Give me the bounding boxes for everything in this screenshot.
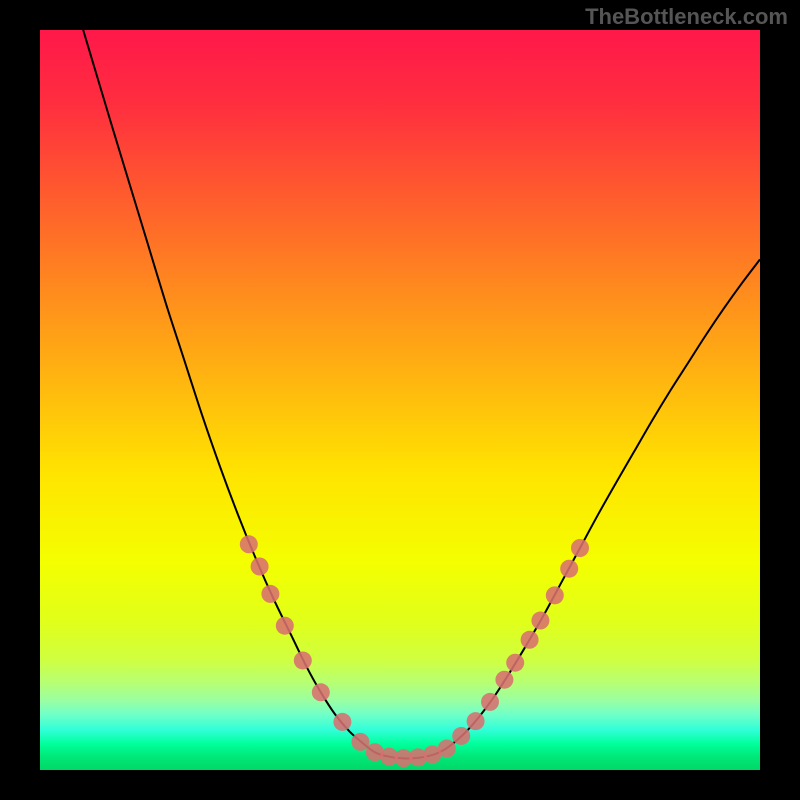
data-marker — [467, 712, 485, 730]
data-marker — [531, 612, 549, 630]
watermark-text: TheBottleneck.com — [585, 4, 788, 30]
data-marker — [261, 585, 279, 603]
data-marker — [240, 535, 258, 553]
data-marker — [251, 558, 269, 576]
data-marker — [438, 740, 456, 758]
data-marker — [276, 617, 294, 635]
data-marker — [333, 713, 351, 731]
chart-svg — [40, 30, 760, 770]
data-marker — [312, 683, 330, 701]
gradient-background — [40, 30, 760, 770]
data-marker — [546, 586, 564, 604]
plot-area — [40, 30, 760, 770]
data-marker — [495, 671, 513, 689]
data-marker — [481, 693, 499, 711]
data-marker — [294, 651, 312, 669]
chart-container: TheBottleneck.com — [0, 0, 800, 800]
data-marker — [571, 539, 589, 557]
data-marker — [351, 733, 369, 751]
data-marker — [560, 560, 578, 578]
data-marker — [521, 631, 539, 649]
data-marker — [452, 727, 470, 745]
data-marker — [506, 654, 524, 672]
